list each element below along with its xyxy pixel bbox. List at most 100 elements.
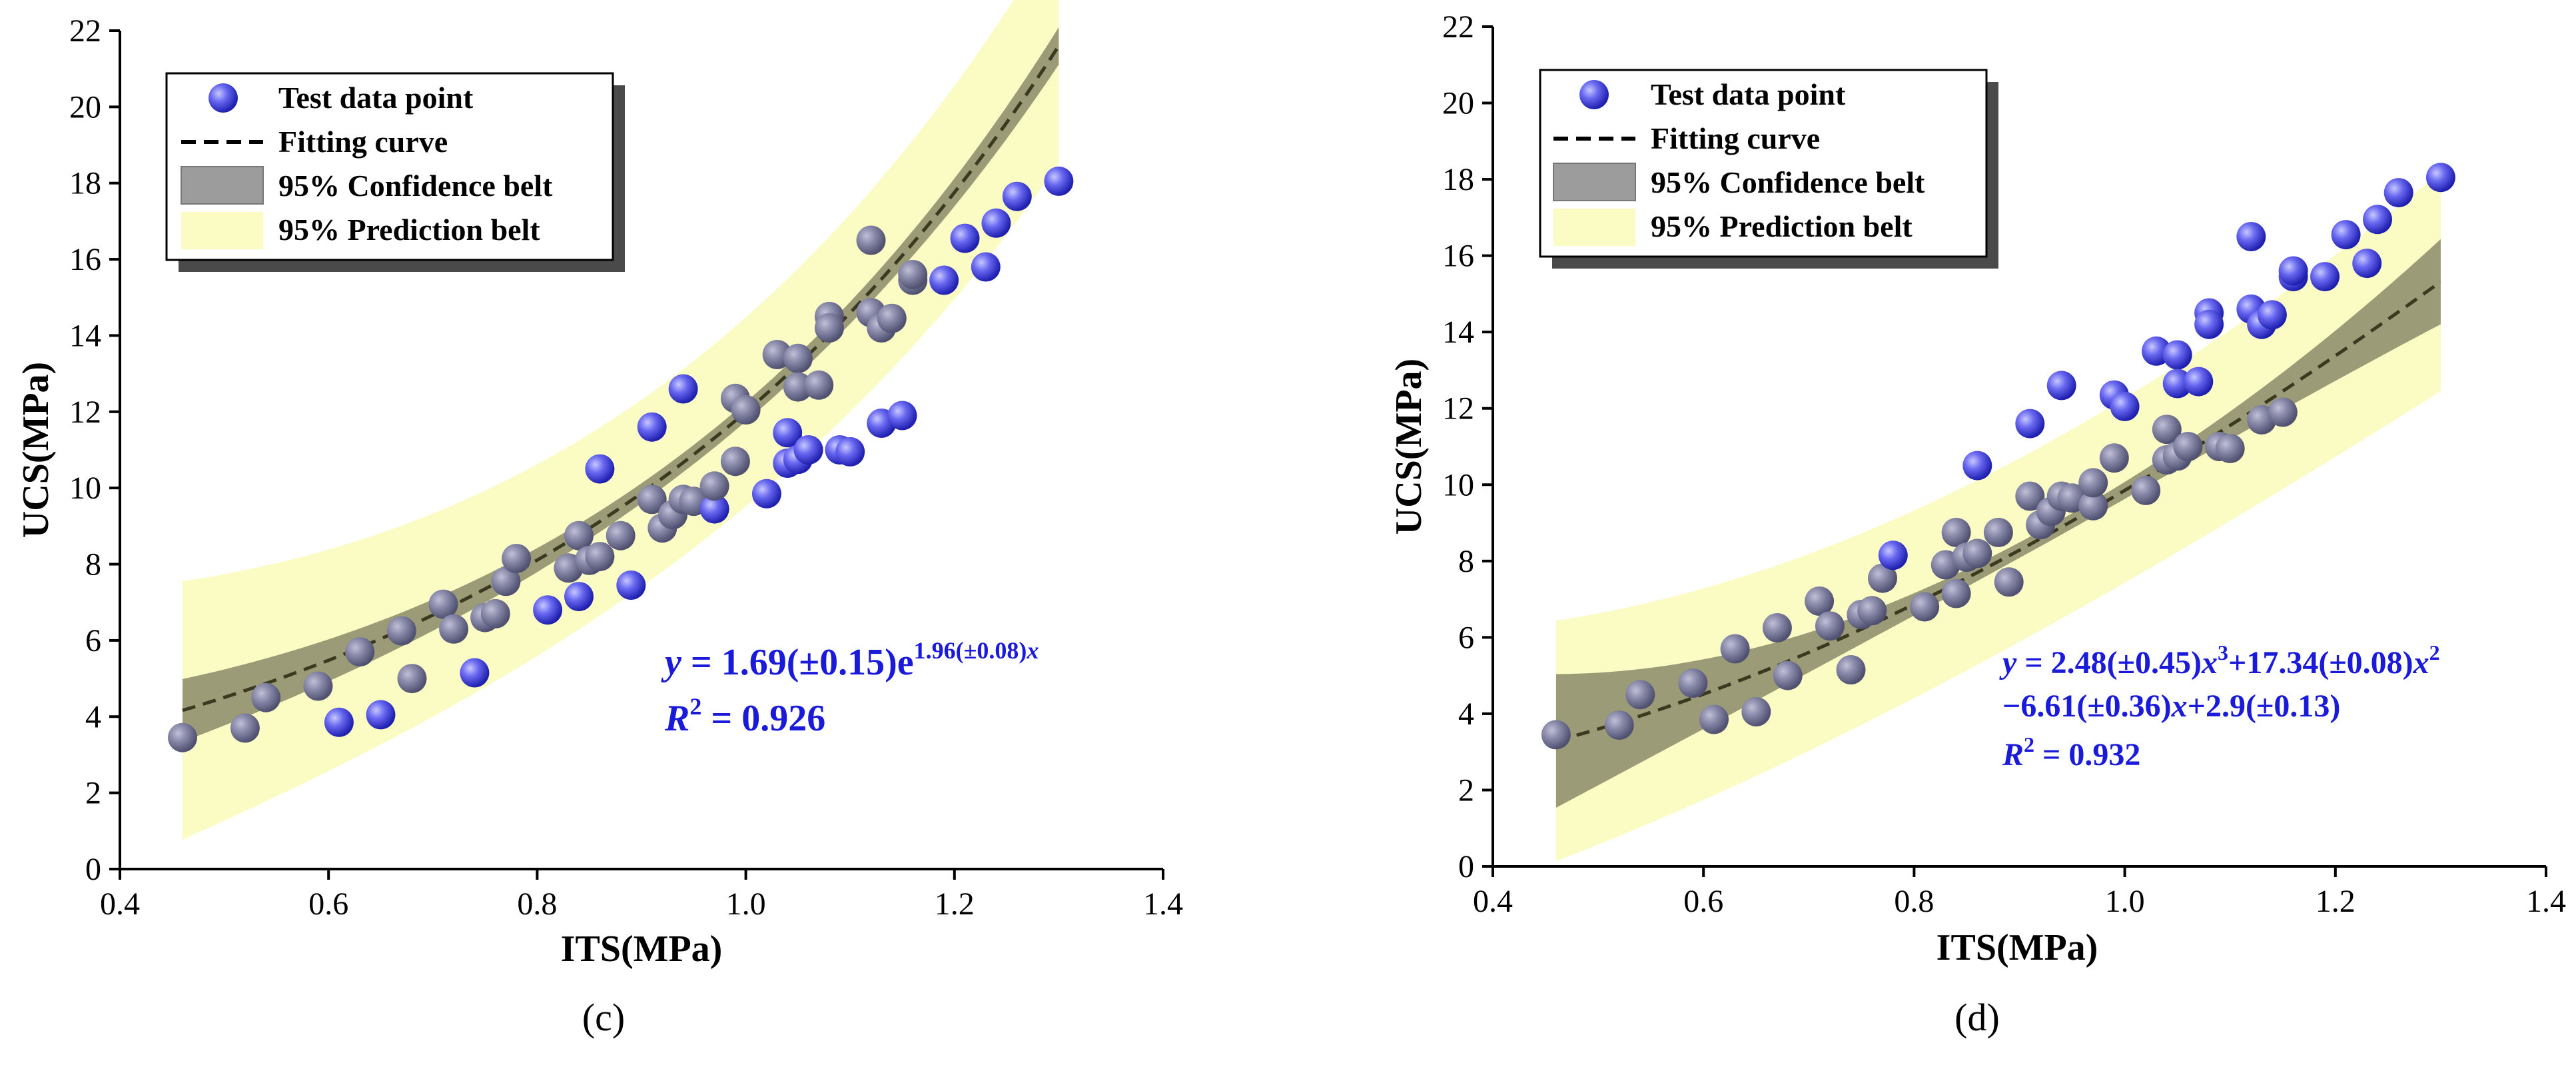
y-tick-label: 20 xyxy=(69,89,101,125)
x-tick-label: 0.4 xyxy=(1473,884,1513,919)
data-point xyxy=(1002,181,1032,211)
y-tick-label: 0 xyxy=(1458,849,1474,884)
data-point xyxy=(1868,563,1897,593)
r-squared-c: R2 = 0.926 xyxy=(664,693,825,739)
data-point xyxy=(303,671,333,701)
data-point xyxy=(2152,415,2182,445)
data-point xyxy=(1962,538,1992,568)
data-point xyxy=(1720,634,1750,664)
data-point xyxy=(971,252,1001,282)
data-point xyxy=(1941,578,1971,608)
x-tick-label: 1.2 xyxy=(2316,884,2356,919)
data-point xyxy=(2015,409,2045,439)
data-point xyxy=(491,566,521,596)
data-point xyxy=(1741,697,1771,726)
y-tick-label: 16 xyxy=(1442,239,1474,274)
data-point xyxy=(2236,222,2266,251)
data-point xyxy=(637,412,667,442)
legend-label-confidence-d: 95% Confidence belt xyxy=(1651,165,1925,199)
y-tick-label: 12 xyxy=(1442,391,1474,427)
test-data-points-d xyxy=(1541,163,2455,750)
fit-equation-c: y = 1.69(±0.15)e1.96(±0.08)x xyxy=(661,637,1039,683)
y-tick-label: 18 xyxy=(1442,162,1474,197)
data-point xyxy=(2110,391,2140,421)
data-point xyxy=(950,223,980,253)
fit-equation-line1-d: y = 2.48(±0.45)x3+17.34(±0.08)x2 xyxy=(1999,640,2440,680)
fit-equation-line2-d: −6.61(±0.36)x+2.9(±0.13) xyxy=(2002,688,2340,724)
data-point xyxy=(1815,611,1845,641)
prediction-belt-d xyxy=(1555,172,2441,862)
data-point xyxy=(2257,300,2287,330)
panel-label-d: (d) xyxy=(1954,996,2000,1039)
y-ticks-d: 0 2 4 6 8 10 12 14 16 18 20 22 xyxy=(1442,9,1493,884)
data-point xyxy=(345,637,375,667)
data-point xyxy=(2425,163,2455,193)
x-tick-label: 1.4 xyxy=(1143,886,1183,922)
data-point xyxy=(585,542,615,572)
data-point xyxy=(428,589,458,619)
legend-label-prediction-c: 95% Prediction belt xyxy=(278,213,540,247)
data-point xyxy=(1857,596,1887,626)
y-axis-title-c: UCS(MPa) xyxy=(15,362,57,538)
data-point xyxy=(773,418,803,448)
y-tick-label: 8 xyxy=(1458,544,1474,579)
data-point xyxy=(2046,371,2076,401)
chart-panel-d: 0.4 0.6 0.8 1.0 1.2 1.4 0 2 4 6 8 10 12 14 16 18 20 22 I… xyxy=(1388,9,2566,1039)
data-point xyxy=(1962,451,1992,481)
data-point xyxy=(898,260,928,289)
data-point xyxy=(2099,443,2129,473)
data-point xyxy=(1541,720,1571,750)
panel-label-c: (c) xyxy=(582,996,625,1039)
data-point xyxy=(877,303,907,333)
x-tick-label: 1.0 xyxy=(726,886,766,922)
data-point xyxy=(1773,660,1803,690)
data-point xyxy=(2078,468,2108,498)
data-point xyxy=(1994,567,2024,597)
data-point xyxy=(1941,517,1971,547)
y-tick-label: 8 xyxy=(85,547,101,582)
legend-marker-confidence-c xyxy=(181,166,264,205)
data-point xyxy=(2363,205,2392,235)
data-point xyxy=(1678,668,1708,698)
data-point xyxy=(2162,369,2192,399)
data-point xyxy=(720,447,750,477)
y-tick-label: 18 xyxy=(69,166,101,201)
data-point xyxy=(1805,586,1835,616)
data-point xyxy=(637,485,667,515)
x-tick-label: 1.0 xyxy=(2105,884,2145,919)
legend-label-points-d: Test data point xyxy=(1651,77,1846,111)
data-point xyxy=(1762,613,1792,642)
data-point xyxy=(2078,491,2108,521)
data-point xyxy=(751,479,781,509)
y-tick-label: 10 xyxy=(69,471,101,506)
data-point xyxy=(668,374,698,404)
data-point xyxy=(814,313,844,343)
x-tick-label: 0.6 xyxy=(1683,884,1723,919)
data-point xyxy=(533,595,563,625)
x-tick-label: 1.4 xyxy=(2526,884,2566,919)
data-point xyxy=(480,598,510,628)
y-tick-label: 4 xyxy=(1458,696,1474,732)
data-point xyxy=(585,454,615,484)
data-point xyxy=(1910,592,1940,622)
legend-label-points-c: Test data point xyxy=(278,81,474,115)
data-point xyxy=(1625,680,1655,710)
y-tick-label: 2 xyxy=(1458,772,1474,808)
legend-marker-confidence-d xyxy=(1553,163,1636,201)
confidence-belt-c xyxy=(183,27,1059,742)
data-point xyxy=(887,401,917,431)
data-point xyxy=(1983,517,2013,547)
y-tick-label: 0 xyxy=(85,852,101,887)
data-point xyxy=(2268,397,2298,427)
y-tick-label: 20 xyxy=(1442,86,1474,121)
data-point xyxy=(2173,432,2203,461)
data-point xyxy=(731,395,761,425)
data-point xyxy=(1699,704,1729,734)
y-tick-label: 2 xyxy=(85,776,101,811)
data-point xyxy=(2131,475,2161,505)
data-point xyxy=(699,494,729,524)
x-tick-label: 0.6 xyxy=(308,886,348,922)
data-point xyxy=(251,682,281,712)
data-point xyxy=(1836,655,1866,684)
